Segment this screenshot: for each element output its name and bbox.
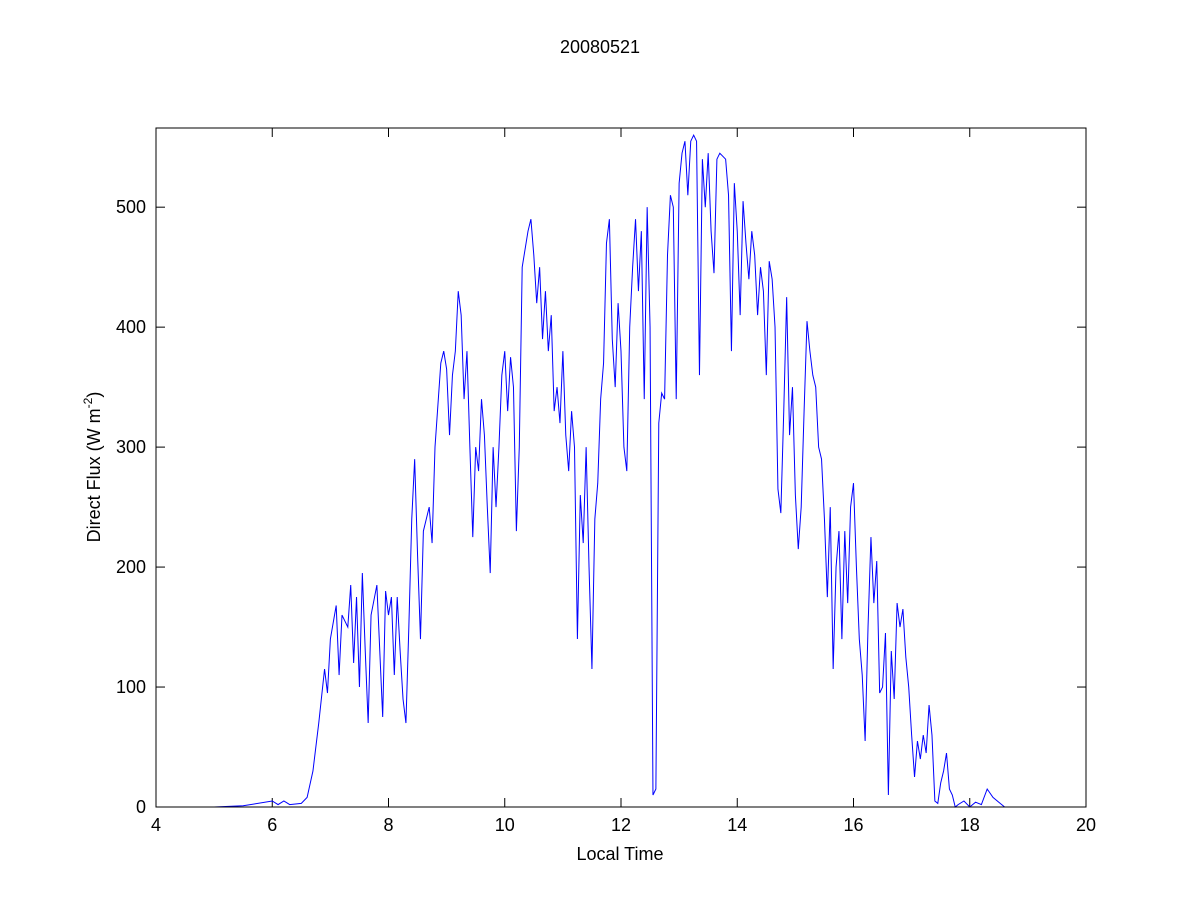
x-tick-label: 8	[383, 815, 393, 835]
x-tick-label: 20	[1076, 815, 1096, 835]
y-axis-label-text: Direct Flux (W m	[84, 408, 104, 542]
x-tick-label: 6	[267, 815, 277, 835]
x-tick-label: 10	[495, 815, 515, 835]
y-tick-label: 100	[116, 677, 146, 697]
axes-box	[155, 127, 1087, 808]
y-tick-label: 400	[116, 317, 146, 337]
y-tick-label: 200	[116, 557, 146, 577]
x-tick-label: 18	[960, 815, 980, 835]
x-tick-label: 16	[843, 815, 863, 835]
y-tick-label: 500	[116, 197, 146, 217]
y-axis-label: Direct Flux (W m-2)	[81, 392, 104, 543]
chart-title: 20080521	[560, 37, 640, 57]
x-tick-label: 14	[727, 815, 747, 835]
data-line	[156, 134, 1069, 808]
x-axis-label: Local Time	[576, 844, 663, 864]
y-axis-label-superscript: -2	[81, 397, 95, 408]
y-tick-label: 0	[136, 797, 146, 817]
y-axis-label-suffix: )	[84, 392, 104, 398]
y-tick-label: 300	[116, 437, 146, 457]
x-tick-label: 12	[611, 815, 631, 835]
x-tick-label: 4	[151, 815, 161, 835]
plot-area	[156, 128, 1086, 807]
